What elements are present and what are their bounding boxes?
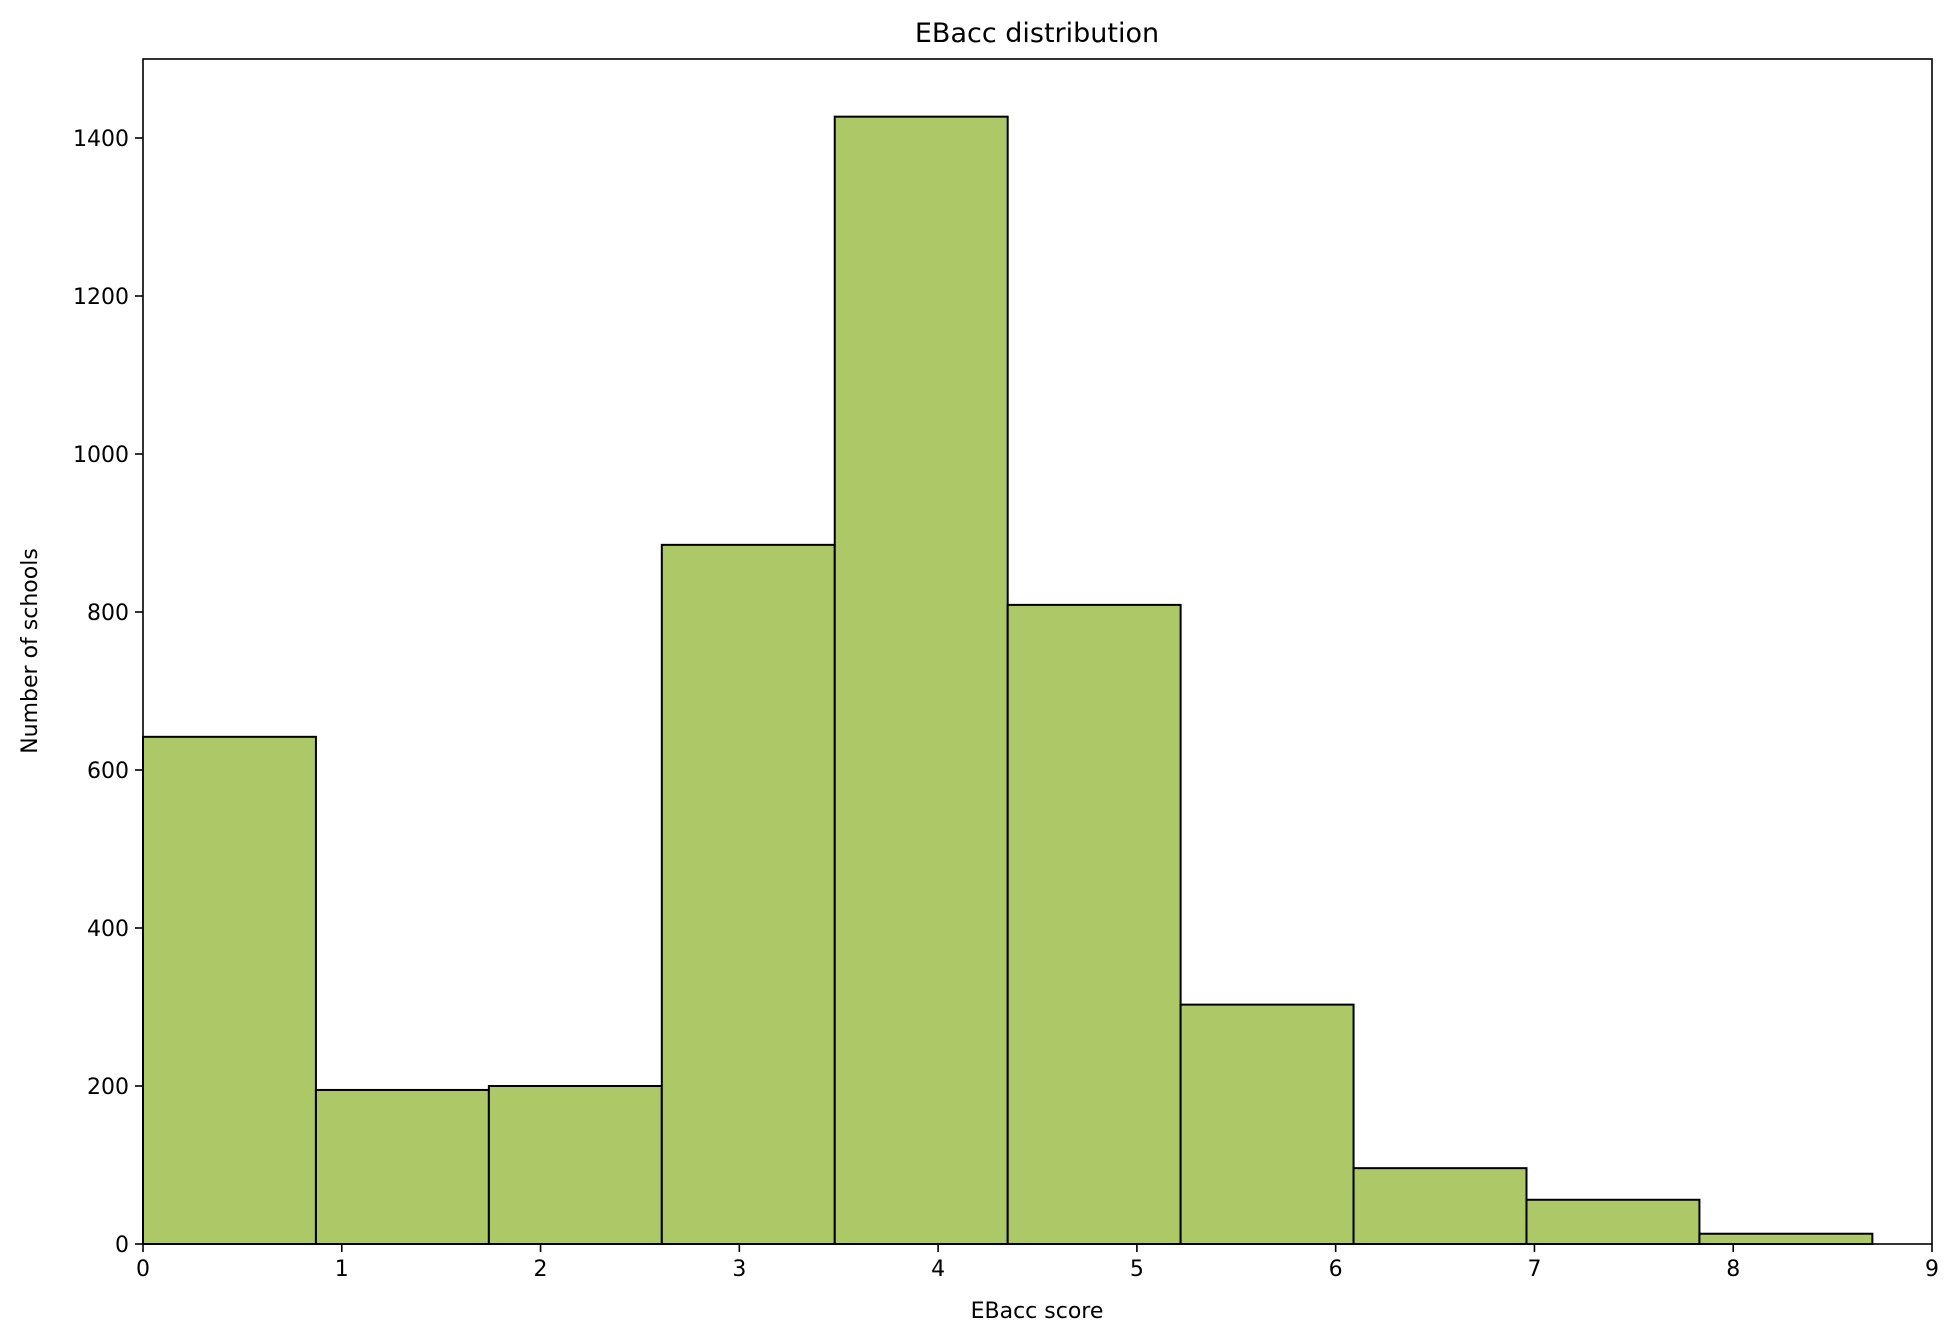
histogram-bar [142, 735, 317, 1245]
histogram-bar [1698, 1232, 1874, 1245]
x-tick-label: 3 [732, 1257, 746, 1282]
histogram-bar [833, 115, 1009, 1245]
x-tick-label: 2 [534, 1257, 548, 1282]
y-axis-label: Number of schools [18, 548, 43, 754]
bars-group [142, 115, 1874, 1246]
y-axis: 0 200 400 600 800 1000 1200 1400 [73, 127, 143, 1258]
x-tick-label: 4 [931, 1257, 945, 1282]
chart-title: EBacc distribution [915, 18, 1159, 49]
x-tick-label: 9 [1925, 1257, 1939, 1282]
x-axis: 0 1 2 3 4 5 6 7 8 9 [136, 1244, 1939, 1282]
x-tick-label: 6 [1329, 1257, 1343, 1282]
x-tick-label: 8 [1726, 1257, 1740, 1282]
y-tick-label: 0 [115, 1233, 129, 1258]
histogram-bar [660, 543, 836, 1245]
x-tick-label: 5 [1130, 1257, 1144, 1282]
y-tick-label: 1200 [73, 285, 129, 310]
x-tick-label: 0 [136, 1257, 150, 1282]
y-tick-label: 600 [87, 759, 129, 784]
y-tick-label: 1400 [73, 127, 129, 152]
histogram-bar [1525, 1198, 1701, 1246]
y-tick-label: 200 [87, 1075, 129, 1100]
histogram-bar [487, 1085, 663, 1245]
x-axis-label: EBacc score [971, 1299, 1104, 1324]
histogram-bar [1179, 1003, 1355, 1245]
histogram-bar [314, 1088, 490, 1245]
y-tick-label: 400 [87, 917, 129, 942]
histogram-bar [1352, 1167, 1528, 1246]
histogram-bar [1006, 603, 1182, 1245]
y-tick-label: 800 [87, 601, 129, 626]
plot-frame [142, 58, 1933, 1245]
x-tick-label: 7 [1527, 1257, 1541, 1282]
y-tick-label: 1000 [73, 443, 129, 468]
x-tick-label: 1 [335, 1257, 349, 1282]
